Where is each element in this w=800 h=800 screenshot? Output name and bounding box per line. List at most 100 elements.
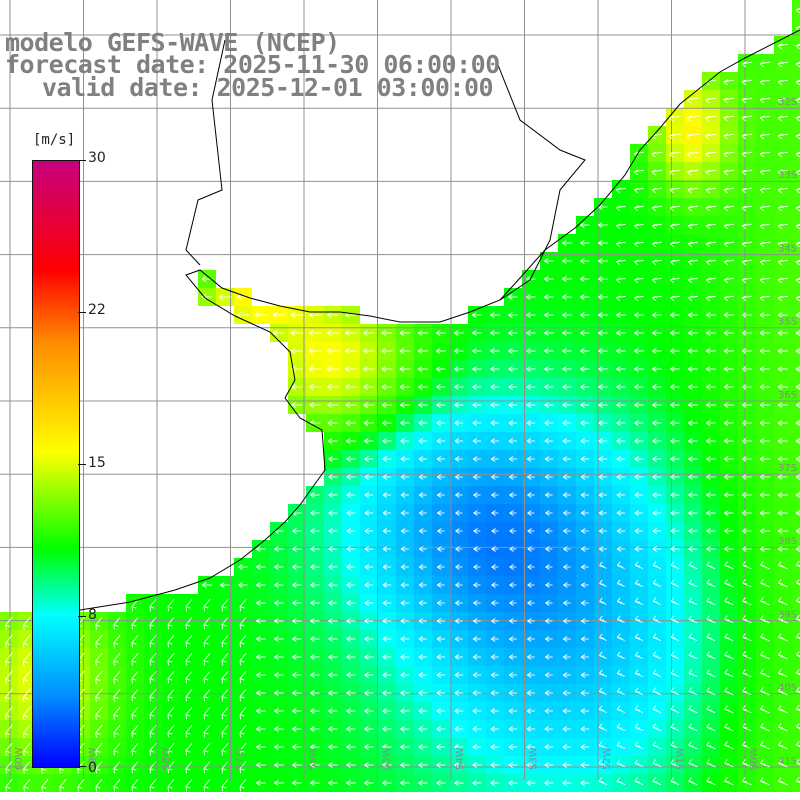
wind-arrow [509, 510, 517, 516]
wind-arrow [777, 384, 789, 390]
wind-arrow [256, 618, 266, 624]
wind-arrow [598, 258, 608, 264]
wind-cell [792, 126, 800, 144]
wind-arrow [437, 582, 445, 588]
wind-arrow [563, 546, 571, 552]
wind-arrow [741, 151, 753, 158]
wind-arrow [705, 133, 717, 140]
wind-arrow [526, 456, 535, 462]
wind-arrow [399, 348, 411, 354]
wind-arrow [203, 617, 211, 630]
wind-arrow [599, 651, 607, 659]
wind-arrow [328, 510, 338, 516]
wind-arrow [382, 690, 392, 696]
wind-arrow [759, 79, 771, 86]
wind-arrow [472, 438, 482, 444]
wind-arrow [598, 384, 608, 390]
wind-arrow [616, 492, 626, 498]
wind-arrow [652, 510, 662, 516]
wind-arrow [399, 402, 410, 408]
wind-arrow [617, 579, 625, 587]
wind-arrow [688, 474, 698, 480]
wind-arrow [437, 492, 445, 498]
wind-arrow [633, 151, 644, 158]
wind-arrow [723, 312, 734, 318]
wind-arrow [310, 528, 320, 534]
wind-arrow [598, 474, 608, 480]
wind-arrow [344, 348, 357, 354]
wind-arrow [239, 599, 247, 612]
wind-arrow [310, 672, 320, 678]
wind-arrow [598, 240, 608, 246]
wind-arrow [363, 330, 375, 336]
wind-arrow [562, 312, 572, 318]
wind-arrow [705, 259, 716, 266]
wind-cell [792, 630, 800, 648]
wind-arrow [418, 672, 428, 678]
wind-arrow [527, 546, 535, 552]
wind-arrow [777, 366, 789, 372]
wind-arrow [436, 438, 446, 444]
wind-arrow [670, 633, 680, 641]
wind-arrow [633, 169, 644, 176]
wind-arrow [634, 669, 643, 677]
wind-arrow [723, 384, 734, 390]
wind-arrow [455, 600, 463, 606]
wind-arrow [563, 564, 571, 570]
wind-arrow [723, 366, 734, 372]
colorbar-tick-0: 0 [88, 760, 97, 776]
wind-arrow [741, 312, 752, 318]
wind-arrow [634, 295, 644, 302]
wind-arrow [777, 115, 789, 122]
wind-arrow [634, 615, 643, 623]
wind-arrow [777, 241, 789, 248]
wind-arrow [454, 384, 464, 390]
wind-arrow [669, 169, 681, 176]
wind-arrow [544, 348, 554, 354]
wind-arrow [670, 510, 680, 516]
wind-arrow [688, 651, 698, 660]
wind-arrow [634, 456, 644, 462]
wind-arrow [687, 205, 699, 212]
wind-arrow [472, 402, 482, 408]
wind-arrow [759, 402, 770, 408]
wind-arrow [778, 669, 788, 678]
wind-arrow [741, 546, 752, 552]
wind-arrow [23, 634, 31, 649]
wind-arrow [670, 420, 680, 426]
wind-arrow [417, 348, 428, 354]
wind-arrow [508, 348, 518, 354]
wind-arrow [724, 633, 734, 642]
wind-arrow [382, 582, 392, 588]
wind-arrow [670, 438, 680, 444]
wind-arrow [616, 348, 626, 354]
wind-arrow [508, 294, 518, 300]
wind-arrow [436, 384, 446, 390]
wind-arrow [274, 600, 284, 606]
wind-arrow [382, 636, 392, 642]
wind-arrow [796, 651, 800, 658]
wind-arrow [364, 690, 374, 696]
wind-arrow [509, 492, 517, 498]
wind-arrow [598, 330, 608, 336]
colorbar-tick-8: 8 [88, 607, 97, 623]
wind-arrow [616, 187, 626, 194]
wind-arrow [706, 669, 716, 678]
wind-arrow [563, 582, 571, 588]
wind-arrow [741, 474, 752, 480]
wind-arrow [309, 312, 321, 318]
wind-arrow [417, 366, 428, 372]
wind-arrow [95, 634, 103, 648]
lat-label: 37S [778, 463, 797, 474]
wind-arrow [363, 420, 374, 426]
wind-arrow [436, 420, 446, 426]
wind-arrow [472, 366, 482, 372]
wind-arrow [652, 615, 662, 623]
wind-arrow [617, 561, 625, 569]
wind-arrow [382, 654, 392, 660]
wind-arrow [724, 528, 734, 534]
wind-arrow [274, 690, 284, 696]
wind-arrow [418, 582, 427, 588]
wind-arrow [652, 579, 662, 587]
wind-arrow [382, 618, 392, 624]
